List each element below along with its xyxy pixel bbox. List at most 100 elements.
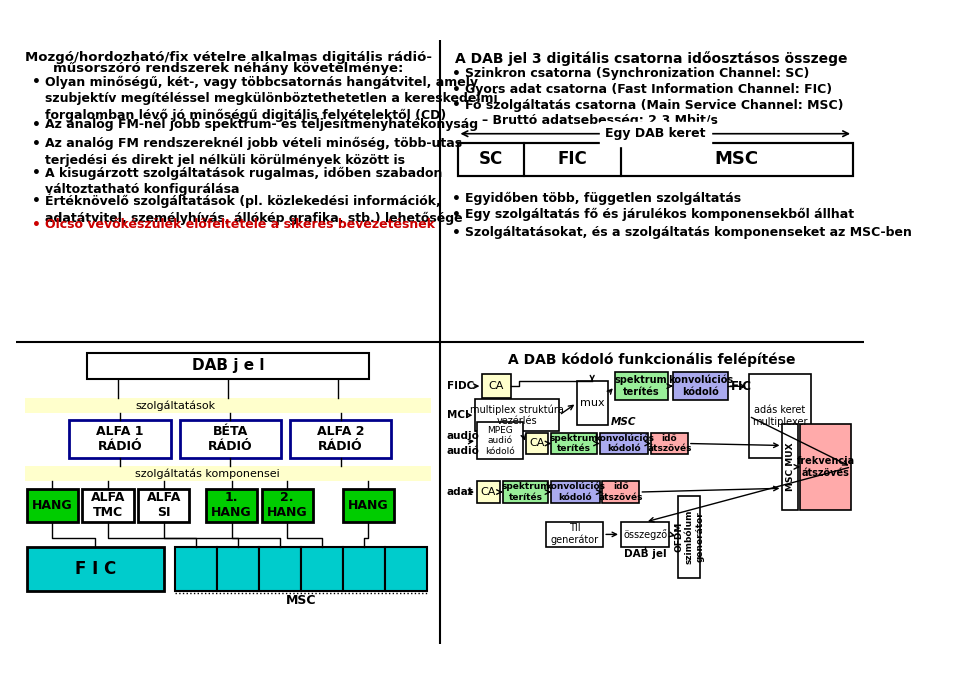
Text: Olyan minőségű, két-, vagy többcsatornás hangátvitel, amely
szubjektív megítélés: Olyan minőségű, két-, vagy többcsatornás…	[44, 75, 497, 122]
Text: F I C: F I C	[75, 560, 116, 578]
Text: •: •	[33, 218, 41, 233]
Bar	[83, 488, 133, 522]
Text: •: •	[33, 118, 41, 132]
Text: ALFA
TMC: ALFA TMC	[91, 491, 125, 519]
Bar	[477, 482, 500, 503]
Text: CA: CA	[489, 381, 504, 391]
Text: OFDM
szimbólum
generátor: OFDM szimbólum generátor	[674, 510, 704, 564]
Text: •: •	[452, 192, 461, 206]
Text: •: •	[452, 66, 461, 81]
Text: •: •	[452, 98, 461, 112]
Bar	[262, 488, 313, 522]
Text: BÉTA
RÁDIÓ: BÉTA RÁDIÓ	[208, 425, 252, 453]
Text: •: •	[452, 226, 461, 239]
Bar	[385, 547, 426, 591]
Text: Egy szolgáltatás fő és járulékos komponensekből állhat: Egy szolgáltatás fő és járulékos kompone…	[465, 208, 853, 221]
Text: MSC: MSC	[612, 417, 636, 428]
Bar	[458, 142, 524, 176]
Text: CA: CA	[481, 487, 496, 497]
Bar	[525, 433, 548, 454]
Bar	[458, 142, 853, 176]
Bar	[206, 488, 257, 522]
Bar	[800, 424, 852, 510]
Bar	[614, 372, 667, 400]
Text: Szolgáltatásokat, és a szolgáltatás komponenseket az MSC-ben: Szolgáltatásokat, és a szolgáltatás komp…	[465, 226, 911, 239]
Text: DAB j e l: DAB j e l	[192, 358, 264, 373]
Bar	[175, 547, 217, 591]
Text: összegző: összegző	[623, 529, 667, 540]
Bar	[749, 373, 810, 458]
Text: MSC: MSC	[286, 594, 316, 607]
Text: szolgáltatások: szolgáltatások	[135, 400, 216, 411]
Text: Fő szolgáltatás csatorna (Main Service Channel: MSC): Fő szolgáltatás csatorna (Main Service C…	[465, 98, 843, 111]
Text: idő
átszövés: idő átszövés	[647, 434, 691, 453]
Text: FIC: FIC	[558, 150, 588, 168]
Text: •: •	[33, 194, 41, 208]
Bar	[343, 547, 385, 591]
Text: konvolúciós
kódoló: konvolúciós kódoló	[545, 482, 606, 502]
Text: FIDC: FIDC	[447, 381, 474, 391]
Text: •: •	[33, 166, 41, 181]
Bar	[138, 488, 189, 522]
Text: Gyors adat csatorna (Fast Information Channel: FIC): Gyors adat csatorna (Fast Information Ch…	[465, 83, 831, 96]
Text: A kisugárzott szolgáltatások rugalmas, időben szabadon
változtatható konfigurálá: A kisugárzott szolgáltatások rugalmas, i…	[44, 166, 442, 196]
Text: HANG: HANG	[348, 499, 389, 512]
Text: MPEG
audió
kódoló: MPEG audió kódoló	[485, 426, 515, 456]
Text: TII
generátor: TII generátor	[550, 523, 599, 546]
Bar	[217, 547, 259, 591]
Bar	[551, 433, 597, 454]
Bar	[25, 466, 431, 481]
Bar	[577, 381, 608, 425]
Bar	[87, 352, 370, 379]
Bar	[673, 372, 728, 400]
Text: ALFA 2
RÁDIÓ: ALFA 2 RÁDIÓ	[317, 425, 365, 453]
Text: Szinkron csatorna (Synchronization Channel: SC): Szinkron csatorna (Synchronization Chann…	[465, 66, 809, 79]
Text: SC: SC	[478, 150, 503, 168]
Text: adás keret
multiplexer: adás keret multiplexer	[752, 406, 807, 427]
Text: Egy DAB keret: Egy DAB keret	[605, 127, 706, 140]
Text: •: •	[33, 75, 41, 90]
Bar	[475, 399, 559, 431]
Bar	[343, 488, 394, 522]
Text: A DAB jel 3 digitális csatorna időosztásos összege: A DAB jel 3 digitális csatorna időosztás…	[455, 51, 848, 66]
Text: A DAB kódoló funkcionális felépítése: A DAB kódoló funkcionális felépítése	[508, 352, 796, 367]
Text: 1.
HANG: 1. HANG	[211, 491, 252, 519]
Text: MSC: MSC	[715, 150, 759, 168]
Text: 2.
HANG: 2. HANG	[267, 491, 307, 519]
Text: mux: mux	[580, 398, 605, 408]
Text: spektrum
terítés: spektrum terítés	[501, 482, 550, 502]
Text: HANG: HANG	[33, 499, 73, 512]
Text: multiplex struktúra
vezérlés: multiplex struktúra vezérlés	[470, 404, 564, 426]
Bar	[27, 488, 78, 522]
Text: FIC: FIC	[732, 380, 753, 393]
Text: ALFA 1
RÁDIÓ: ALFA 1 RÁDIÓ	[96, 425, 144, 453]
Bar	[551, 482, 600, 503]
Text: DAB jel: DAB jel	[624, 549, 666, 560]
Text: spektrum
terítés: spektrum terítés	[614, 376, 667, 397]
Bar	[69, 420, 171, 458]
Text: Értéknövelő szolgáltatások (pl. közlekedési információk,
adatátvitel, személyhív: Értéknövelő szolgáltatások (pl. közleked…	[44, 194, 462, 225]
Bar	[678, 496, 700, 578]
Text: – Bruttó adatsebesség: 2,3 Mbit/s: – Bruttó adatsebesség: 2,3 Mbit/s	[482, 114, 718, 127]
Bar	[259, 547, 300, 591]
Bar	[180, 420, 281, 458]
Text: Az analóg FM-nél jobb spektrum- és teljesítményhatékonyság: Az analóg FM-nél jobb spektrum- és telje…	[44, 118, 478, 131]
Text: idő
átszövés: idő átszövés	[599, 482, 643, 502]
Text: frekvencia
átszövés: frekvencia átszövés	[797, 456, 854, 477]
Bar	[651, 433, 688, 454]
Text: konvolúciós
kódoló: konvolúciós kódoló	[668, 376, 732, 397]
Bar	[600, 433, 648, 454]
Bar	[482, 373, 511, 399]
Text: audió: audió	[447, 432, 480, 441]
Text: CA: CA	[529, 438, 544, 449]
Bar	[621, 522, 669, 547]
Text: Egyidőben több, független szolgáltatás: Egyidőben több, független szolgáltatás	[465, 192, 741, 205]
Bar	[25, 399, 431, 412]
Bar	[290, 420, 392, 458]
Bar	[477, 422, 523, 460]
Text: ALFA
SI: ALFA SI	[147, 491, 180, 519]
Text: MCI: MCI	[447, 410, 468, 420]
Text: •: •	[452, 208, 461, 222]
Bar	[503, 482, 548, 503]
Text: adat: adat	[447, 487, 473, 497]
